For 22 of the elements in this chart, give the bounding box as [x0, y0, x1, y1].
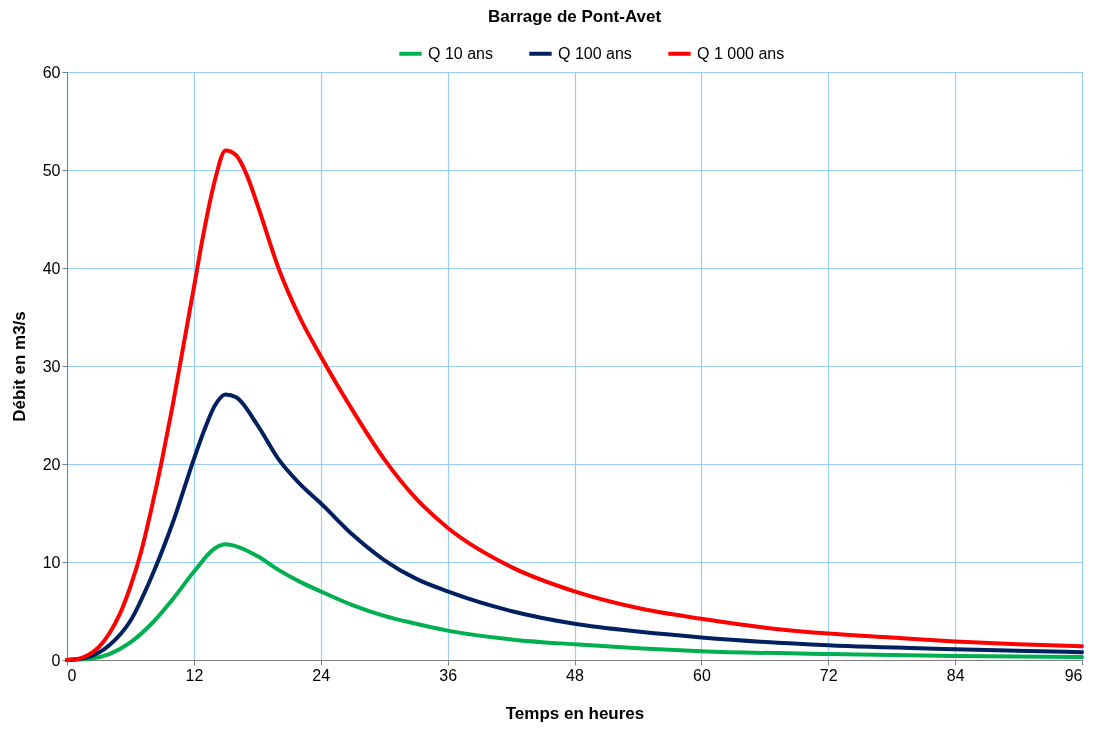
y-tick-label: 20 — [42, 455, 61, 473]
y-tick-label: 30 — [42, 357, 61, 375]
x-tick-label: 36 — [439, 666, 458, 684]
x-tick-label: 60 — [692, 666, 711, 684]
x-axis-title: Temps en heures — [505, 703, 645, 723]
x-tick-label: 72 — [819, 666, 838, 684]
y-tick-label: 50 — [42, 161, 61, 179]
legend-label: Q 10 ans — [428, 44, 493, 62]
y-tick-label: 40 — [42, 259, 61, 277]
y-tick-label: 10 — [42, 553, 61, 571]
x-tick-label: 84 — [946, 666, 965, 684]
x-tick-label: 96 — [1064, 666, 1083, 684]
y-tick-label: 0 — [51, 651, 61, 669]
x-tick-label: 0 — [67, 666, 77, 684]
x-tick-label: 48 — [566, 666, 584, 684]
x-tick-label: 12 — [185, 666, 204, 684]
legend-label: Q 1 000 ans — [697, 44, 785, 62]
y-axis-title: Débit en m3/s — [9, 311, 29, 422]
x-tick-label: 24 — [312, 666, 331, 684]
chart-title: Barrage de Pont-Avet — [487, 7, 662, 26]
y-tick-label: 60 — [42, 63, 61, 81]
legend-label: Q 100 ans — [558, 44, 632, 62]
